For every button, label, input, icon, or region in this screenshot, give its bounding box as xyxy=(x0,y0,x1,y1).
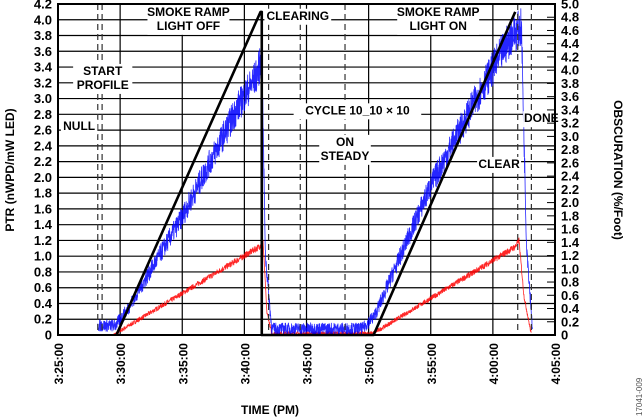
y2-tick-label: 0.2 xyxy=(561,314,579,329)
y-tick-label: 1.8 xyxy=(34,186,52,201)
y-tick-label: 3.0 xyxy=(34,91,52,106)
y2-tick-label: 0.4 xyxy=(561,301,580,316)
y2-tick-label: 3.4 xyxy=(561,102,580,117)
y-tick-label: 2.2 xyxy=(34,154,52,169)
y2-tick-label: 4.2 xyxy=(561,49,579,64)
y-tick-label: 0.2 xyxy=(34,312,52,327)
y2-tick-label: 3.6 xyxy=(561,89,579,104)
annotation-label: SMOKE RAMP xyxy=(147,5,230,19)
x-tick-label: 4:00:00 xyxy=(487,343,501,385)
y2-tick-label: 3.0 xyxy=(561,129,579,144)
y-tick-label: 2.6 xyxy=(34,123,52,138)
plot-frame xyxy=(57,3,556,336)
y2-tick-label: 4.4 xyxy=(561,36,580,51)
y2-tick-label: 1.0 xyxy=(561,261,579,276)
x-tick-label: 3:35:00 xyxy=(176,343,190,385)
y2-tick-label: 2.6 xyxy=(561,155,579,170)
x-tick-label: 3:25:00 xyxy=(52,343,66,385)
y-tick-label: 3.4 xyxy=(34,60,53,75)
x-axis-title: TIME (PM) xyxy=(241,403,299,417)
axes: 00.20.40.60.81.01.21.41.61.82.02.22.42.6… xyxy=(34,0,580,384)
annotation-label: START xyxy=(83,64,123,78)
annotation-label: DONE xyxy=(524,111,559,125)
annotation-bg xyxy=(60,119,98,136)
annotation-bg xyxy=(319,134,371,165)
y2-tick-label: 2.2 xyxy=(561,182,579,197)
y2-tick-label: 3.8 xyxy=(561,76,579,91)
series-ptr-blue xyxy=(97,8,533,336)
y2-axis-title: OBSCURATION (%/Foot) xyxy=(611,100,625,240)
y-tick-label: 3.8 xyxy=(34,28,52,43)
annotation-label: CLEARING xyxy=(266,9,329,23)
y2-tick-label: 1.4 xyxy=(561,235,580,250)
y2-tick-label: 2.0 xyxy=(561,195,579,210)
x-tick-label: 4:05:00 xyxy=(549,343,563,385)
y2-tick-label: 0.6 xyxy=(561,288,579,303)
x-tick-label: 3:45:00 xyxy=(301,343,315,385)
y2-tick-label: 2.8 xyxy=(561,142,579,157)
y-tick-label: 1.6 xyxy=(34,201,52,216)
y2-tick-label: 1.6 xyxy=(561,222,579,237)
annotation-label: SMOKE RAMP xyxy=(397,5,480,19)
y2-tick-label: 0.8 xyxy=(561,275,579,290)
y2-tick-label: 4.6 xyxy=(561,23,579,38)
y2-tick-label: 5.0 xyxy=(561,0,579,12)
x-tick-label: 3:30:00 xyxy=(114,343,128,385)
annotation-label: LIGHT ON xyxy=(410,19,467,33)
annotation-bg xyxy=(397,4,480,35)
annotation-label: ON xyxy=(336,135,354,149)
annotation-bg xyxy=(477,156,522,173)
x-tick-label: 3:40:00 xyxy=(238,343,252,385)
y-tick-label: 0 xyxy=(45,328,52,343)
annotation-bg xyxy=(264,8,332,25)
y-tick-label: 4.0 xyxy=(34,12,52,27)
y-axis-title: PTR (nWPD/mW LED) xyxy=(3,108,17,231)
event-markers xyxy=(97,4,532,335)
series-obscuration xyxy=(115,10,517,337)
annotation-label: LIGHT OFF xyxy=(157,19,220,33)
y-tick-label: 0.8 xyxy=(34,264,52,279)
annotation-label: PROFILE xyxy=(77,78,129,92)
y2-tick-label: 4.0 xyxy=(561,63,579,78)
y-tick-label: 1.0 xyxy=(34,249,52,264)
y-tick-label: 1.4 xyxy=(34,217,53,232)
y-tick-label: 4.2 xyxy=(34,0,52,12)
y2-tick-label: 4.8 xyxy=(561,10,579,25)
y-tick-label: 2.8 xyxy=(34,107,52,122)
annotation-bg xyxy=(73,63,133,94)
annotation-label: CYCLE 10_10 × 10 xyxy=(305,103,410,117)
series-ptr-red xyxy=(113,237,532,336)
annotation-label: CLEAR xyxy=(478,157,520,171)
y2-tick-label: 1.8 xyxy=(561,208,579,223)
x-tick-label: 3:55:00 xyxy=(425,343,439,385)
y-tick-label: 2.4 xyxy=(34,138,53,153)
series-layer xyxy=(97,8,533,337)
annotation-label: NULL xyxy=(63,119,95,133)
figure-id: 17041-009 xyxy=(635,377,644,416)
y-tick-label: 0.4 xyxy=(34,296,53,311)
y-tick-label: 0.6 xyxy=(34,280,52,295)
y-tick-label: 2.0 xyxy=(34,170,52,185)
y2-tick-label: 1.2 xyxy=(561,248,579,263)
y-tick-label: 3.2 xyxy=(34,75,52,90)
y-tick-label: 3.6 xyxy=(34,44,52,59)
annotation-bg xyxy=(293,103,422,120)
x-tick-label: 3:50:00 xyxy=(363,343,377,385)
y-tick-label: 1.2 xyxy=(34,233,52,248)
y2-tick-label: 3.2 xyxy=(561,116,579,131)
annotation-label: STEADY xyxy=(321,149,370,163)
y2-tick-label: 2.4 xyxy=(561,169,580,184)
annotation-bg xyxy=(147,4,230,35)
y2-tick-label: 0 xyxy=(561,328,568,343)
